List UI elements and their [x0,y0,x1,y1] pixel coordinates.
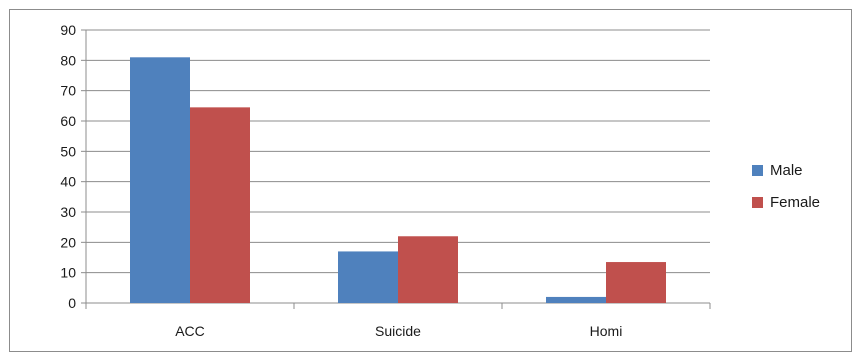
y-tick-label: 40 [60,174,76,190]
bar-male-suicide [338,251,398,303]
y-tick-label: 70 [60,83,76,99]
x-tick-label: ACC [175,323,205,339]
x-tick-label: Suicide [375,323,421,339]
axis-labels: 0 10 20 30 40 50 60 70 80 90 ACC Suicide Homi [60,22,622,339]
y-tick-label: 30 [60,204,76,220]
y-tick-label: 10 [60,265,76,281]
y-tick-label: 50 [60,143,76,159]
bar-female-suicide [398,236,458,303]
legend-label-male: Male [770,162,803,179]
y-tick-label: 60 [60,113,76,129]
legend-swatch-female [752,197,763,208]
bar-female-acc [190,107,250,303]
y-tick-label: 0 [68,295,76,311]
y-tick-label: 90 [60,22,76,38]
bar-female-homi [606,262,666,303]
y-tick-label: 20 [60,234,76,250]
y-tick-label: 80 [60,52,76,68]
x-tick-label: Homi [590,323,623,339]
legend: Male Female [752,162,820,211]
legend-swatch-male [752,165,763,176]
bar-male-homi [546,296,606,303]
bar-male-acc [130,57,190,303]
bars [130,57,666,303]
legend-label-female: Female [770,194,820,211]
